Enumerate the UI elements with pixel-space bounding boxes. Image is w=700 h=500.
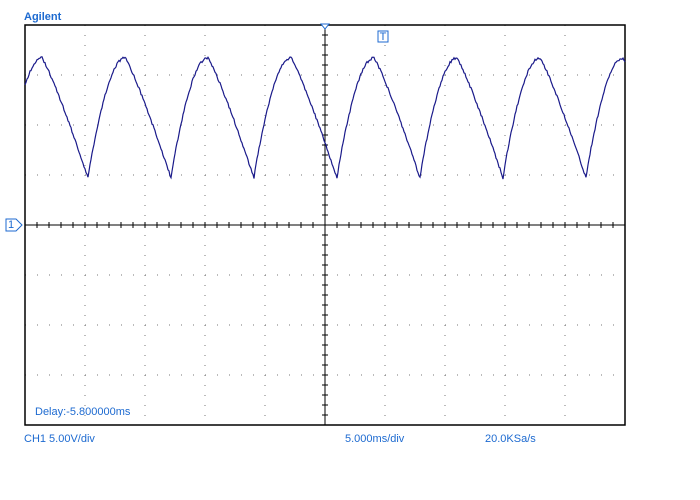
channel-marker-box — [5, 218, 23, 232]
channel-scale: CH1 5.00V/div — [24, 433, 95, 445]
trigger-marker: T — [380, 31, 387, 43]
brand: Agilent — [24, 11, 62, 23]
time-scale: 5.000ms/div — [345, 433, 405, 445]
trigger-marker-box — [377, 30, 389, 43]
sample-rate: 20.0KSa/s — [485, 433, 536, 445]
channel-marker: 1 — [8, 219, 14, 231]
delay-readout: Delay:-5.800000ms — [35, 406, 131, 418]
waveform — [24, 56, 626, 180]
time-ref-marker — [319, 23, 331, 30]
